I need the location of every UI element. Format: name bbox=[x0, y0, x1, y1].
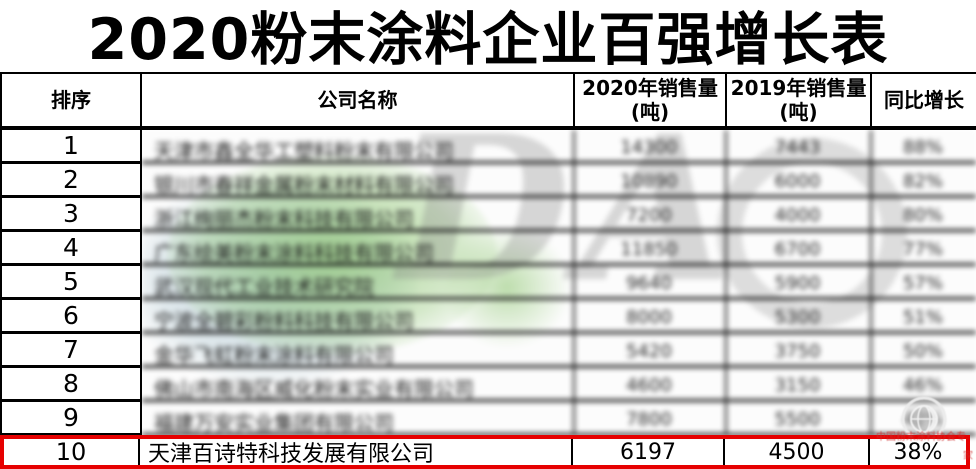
blurred-sales-2019: 6700 bbox=[774, 239, 821, 260]
blurred-company: 银川市春祥金属粉末材料有限公司 bbox=[154, 173, 454, 197]
blur-zone: DA 天津市鑫全华工塑料粉末有限公司 14300 7443 88% 银川市春祥金属粉末材… bbox=[142, 130, 976, 436]
blurred-sales-2020: 10890 bbox=[620, 171, 678, 192]
blurred-company: 金华飞虹粉末涂料有限公司 bbox=[154, 343, 394, 367]
blurred-company: 浙江绚丽杰粉末科技有限公司 bbox=[154, 207, 414, 231]
blurred-column-divider bbox=[870, 130, 872, 436]
rank-cell: 4 bbox=[2, 232, 142, 266]
blurred-row-divider bbox=[142, 365, 976, 368]
blurred-growth: 51% bbox=[902, 307, 943, 328]
blurred-growth: 57% bbox=[902, 273, 943, 294]
blurred-growth: 46% bbox=[902, 375, 943, 396]
header-growth-label: 同比增长 bbox=[884, 88, 964, 112]
rank-cell: 6 bbox=[2, 300, 142, 334]
blurred-growth: 88% bbox=[902, 137, 943, 158]
red-watermark-text: 中国粉末涂料协会专 bbox=[876, 432, 966, 443]
blurred-sales-2019: 7443 bbox=[774, 137, 821, 158]
blurred-sales-2020: 7200 bbox=[626, 205, 672, 226]
blurred-company: 宁波全碧彩粉料科技有限公司 bbox=[154, 309, 414, 333]
watermark-green-globe bbox=[167, 155, 497, 355]
rank-cell: 1 bbox=[2, 130, 142, 164]
blurred-sales-2020: 5420 bbox=[626, 341, 672, 362]
header-sales-2019: 2019年销售量 (吨) bbox=[727, 74, 872, 126]
rank-cell: 3 bbox=[2, 198, 142, 232]
blurred-row-divider bbox=[142, 229, 976, 232]
highlight-growth: 38% bbox=[893, 439, 943, 465]
blurred-growth: 80% bbox=[902, 205, 943, 226]
header-sales-2020-line1: 2020年销售量 bbox=[582, 76, 718, 100]
rank-cell: 2 bbox=[2, 164, 142, 198]
blurred-sales-2019: 5900 bbox=[774, 273, 821, 294]
header-rank-label: 排序 bbox=[51, 88, 91, 112]
header-sales-2020: 2020年销售量 (吨) bbox=[575, 74, 727, 126]
blurred-row-divider bbox=[142, 195, 976, 198]
blurred-sales-2019: 6000 bbox=[774, 171, 821, 192]
header-sales-2019-line1: 2019年销售量 bbox=[730, 76, 867, 100]
highlight-sales-2020: 6197 bbox=[573, 439, 725, 465]
blurred-sales-2019: 3750 bbox=[774, 341, 821, 362]
blurred-sales-2019: 4000 bbox=[774, 205, 821, 226]
blurred-sales-2019: 3150 bbox=[774, 375, 821, 396]
blurred-row-divider bbox=[142, 399, 976, 402]
highlight-company: 天津百诗特科技发展有限公司 bbox=[140, 439, 573, 467]
blurred-company: 广东绘美粉末涂料科技有限公司 bbox=[154, 241, 434, 265]
blurred-company: 武汉现代工业技术研究院 bbox=[154, 275, 374, 299]
blurred-growth: 50% bbox=[902, 341, 943, 362]
blurred-growth: 77% bbox=[902, 239, 943, 260]
highlighted-row: 10 天津百诗特科技发展有限公司 6197 4500 38% bbox=[0, 435, 970, 469]
blurred-sales-2019: 5300 bbox=[774, 307, 821, 328]
blurred-sales-2020: 4600 bbox=[626, 375, 672, 396]
header-sales-2020-line2: (吨) bbox=[630, 100, 670, 124]
rank-cell: 7 bbox=[2, 334, 142, 368]
blurred-sales-2020: 11850 bbox=[620, 239, 678, 260]
blurred-column-divider bbox=[573, 130, 575, 436]
highlight-rank: 10 bbox=[4, 438, 140, 466]
rank-cell: 9 bbox=[2, 402, 142, 436]
blurred-sales-2020: 8000 bbox=[626, 307, 672, 328]
header-sales-2019-line2: (吨) bbox=[779, 100, 818, 124]
blurred-row-divider bbox=[142, 433, 976, 436]
header-growth: 同比增长 bbox=[872, 74, 976, 126]
blurred-row-divider bbox=[142, 161, 976, 164]
blurred-company: 佛山市南海区威化粉末实业有限公司 bbox=[154, 377, 474, 401]
table-header: 排序 公司名称 2020年销售量 (吨) 2019年销售量 (吨) 同比增长 bbox=[0, 72, 976, 130]
blurred-company: 天津市鑫全华工塑料粉末有限公司 bbox=[154, 139, 454, 163]
page-title: 2020粉末涂料企业百强增长表 bbox=[87, 7, 889, 73]
blurred-sales-2020: 7800 bbox=[626, 409, 672, 430]
blurred-sales-2019: 5500 bbox=[774, 409, 821, 430]
blurred-row-divider bbox=[142, 263, 976, 266]
red-watermark-text2: 家 bbox=[963, 451, 973, 462]
blurred-row-divider bbox=[142, 297, 976, 300]
watermark-green-blob2 bbox=[442, 225, 572, 350]
blurred-growth: 82% bbox=[902, 171, 943, 192]
blurred-company: 福建万安实业集团有限公司 bbox=[154, 411, 394, 435]
blurred-column-divider bbox=[725, 130, 727, 436]
header-company-label: 公司名称 bbox=[317, 88, 398, 112]
blurred-row-divider bbox=[142, 331, 976, 334]
blurred-sales-2020: 14300 bbox=[620, 137, 678, 158]
highlight-sales-2019: 4500 bbox=[725, 439, 870, 465]
blurred-sales-2020: 9640 bbox=[626, 273, 672, 294]
rank-cell: 8 bbox=[2, 368, 142, 402]
header-rank: 排序 bbox=[2, 74, 142, 126]
rank-cell: 5 bbox=[2, 266, 142, 300]
globe-icon bbox=[901, 396, 947, 442]
header-company: 公司名称 bbox=[142, 74, 575, 126]
